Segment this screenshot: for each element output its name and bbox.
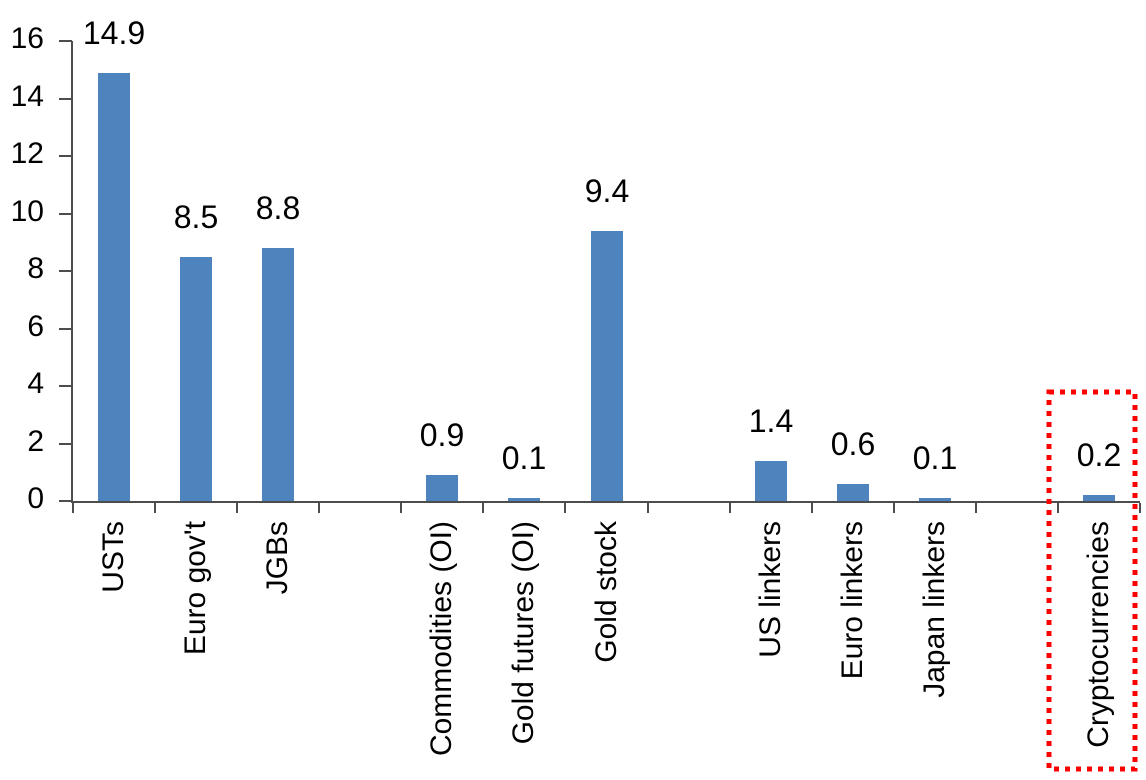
x-tick [975,503,977,513]
x-category-label: Gold stock [585,521,629,663]
x-category-label: Euro linkers [831,521,875,679]
bar-value-label: 1.4 [748,403,794,439]
x-tick [236,503,238,513]
x-category-label-text: Gold stock [590,521,623,663]
x-category-label-text: Gold futures (OI) [507,521,540,745]
x-category-label: Cryptocurrencies [1077,521,1121,748]
bar [508,498,540,501]
y-tick [59,212,72,215]
y-tick-label: 8 [27,252,44,285]
bar-value-label: 0.9 [419,417,465,453]
y-tick [59,155,72,157]
bar-value-label: 0.1 [501,440,547,476]
x-category-label-text: Commodities (OI) [425,521,458,757]
x-category-label-text: USTs [97,521,130,593]
x-tick [72,503,74,513]
x-category-label: US linkers [749,521,793,658]
x-category-label-text: Cryptocurrencies [1082,521,1115,748]
x-category-label: Commodities (OI) [420,521,464,756]
bar-value-label: 0.2 [1076,437,1122,473]
x-tick [154,503,156,513]
bar [426,475,458,501]
x-tick [893,503,895,513]
bar [755,461,787,501]
x-category-label: Gold futures (OI) [502,521,546,744]
x-tick [400,503,402,513]
bar [591,231,623,501]
y-tick [59,97,72,100]
bar-value-label: 8.8 [255,190,301,226]
y-tick [59,327,72,330]
x-tick [318,503,320,513]
y-tick [59,385,72,387]
y-tick-label: 0 [27,482,44,515]
x-tick [811,503,813,513]
bar-value-label: 14.9 [82,15,146,51]
y-tick [59,40,72,42]
bar [262,248,294,501]
bar [1083,495,1115,501]
bar-value-label: 8.5 [173,199,219,235]
y-tick [59,442,72,445]
x-category-label-text: Euro linkers [836,521,869,680]
x-category-label: Euro gov't [174,521,218,655]
y-tick [59,270,72,272]
x-tick [647,503,649,513]
y-tick-label: 2 [27,424,44,458]
x-category-label: USTs [92,521,136,593]
bar [919,498,951,501]
y-tick-label: 16 [10,22,44,55]
x-category-label: JGBs [256,521,300,594]
bar [837,484,869,501]
bar [180,257,212,501]
y-axis-line [71,41,73,503]
bar-value-label: 0.1 [912,440,958,476]
x-tick [1139,503,1141,513]
x-tick [564,503,566,513]
x-axis-line [71,501,1141,503]
bar [98,73,130,501]
y-tick-label: 10 [10,194,44,228]
y-tick-label: 6 [27,309,44,343]
x-category-label-text: JGBs [261,521,294,595]
x-tick [482,503,484,513]
y-tick-label: 14 [10,79,44,113]
x-category-label-text: Euro gov't [179,521,212,656]
y-tick-label: 12 [10,137,44,170]
bar-value-label: 0.6 [830,426,876,462]
x-tick [729,503,731,513]
x-category-label-text: Japan linkers [918,521,951,698]
bar-value-label: 9.4 [584,173,630,209]
y-tick-label: 4 [27,367,44,400]
y-tick [59,500,72,502]
x-category-label: Japan linkers [913,521,957,698]
x-tick [1057,503,1059,513]
x-category-label-text: US linkers [754,521,787,658]
